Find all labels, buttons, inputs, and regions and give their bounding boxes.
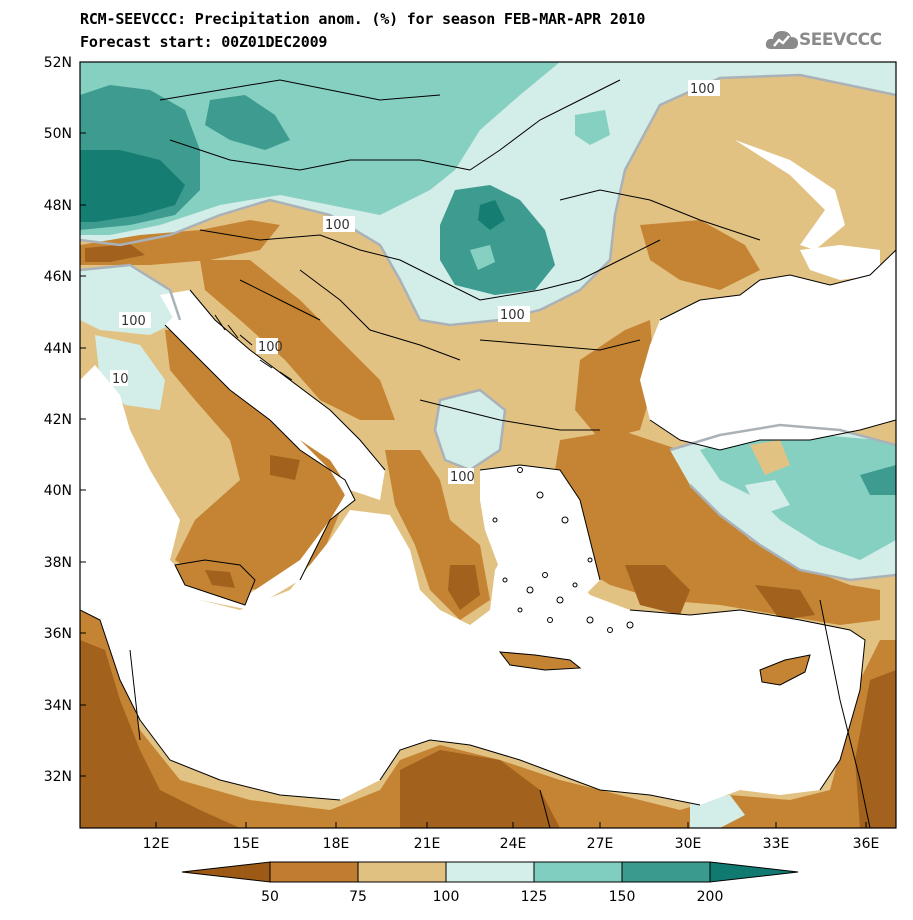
field-dark-brown-alps <box>85 244 145 262</box>
contour-label-box <box>448 468 474 484</box>
lon-label: 36E <box>853 836 880 852</box>
contour-label-100-serbia: 100 <box>500 308 525 323</box>
field-teal-north <box>80 62 560 235</box>
field-darkest-teal-romania <box>478 200 505 230</box>
lat-label: 34N <box>44 698 72 714</box>
forecast-start-subtitle: Forecast start: 00Z01DEC2009 <box>80 33 328 51</box>
contour-label-100-ukraine: 100 <box>690 82 715 97</box>
lon-label: 18E <box>323 836 350 852</box>
contour-label-box <box>256 338 278 354</box>
contour-label-100-italy: 100 <box>121 314 146 329</box>
lat-label: 42N <box>44 412 72 428</box>
field-pale-teal-nw-italy <box>80 265 180 335</box>
contour-label-100-greece: 100 <box>450 470 475 485</box>
field-dark-brown-tunisia <box>80 640 240 828</box>
lat-label: 40N <box>44 483 72 499</box>
contour-label-box <box>498 306 530 322</box>
lat-label: 46N <box>44 269 72 285</box>
lat-label: 38N <box>44 555 72 571</box>
colorbar-segment-50-75 <box>269 861 359 883</box>
contour-labels: 100 100 100 100 100 100 10 <box>110 80 720 485</box>
map-frame <box>79 61 897 829</box>
field-dark-brown-levant <box>855 670 896 828</box>
contour-label-10-liguria: 10 <box>112 372 129 387</box>
sea-azov <box>800 245 880 280</box>
color-bar-labels: 50 75 100 125 150 200 <box>261 889 723 905</box>
lon-label: 27E <box>587 836 614 852</box>
aegean-islands <box>492 467 634 633</box>
cloud-logo-icon <box>765 31 798 49</box>
field-white-ukraine-streak <box>735 140 845 250</box>
lat-label: 44N <box>44 341 72 357</box>
contour-100-lines <box>80 73 896 582</box>
color-bar <box>181 861 799 883</box>
field-dark-teal-anatolia-east <box>860 465 896 495</box>
lat-label: 52N <box>44 55 72 71</box>
field-dark-teal-czech <box>205 95 290 150</box>
sea-aegean <box>480 465 600 610</box>
field-teal-romania-core <box>470 245 495 270</box>
axis-ticks <box>80 61 867 828</box>
lat-label: 50N <box>44 126 72 142</box>
colorbar-label: 150 <box>609 889 636 905</box>
lon-label: 30E <box>675 836 702 852</box>
colorbar-segment-100-125 <box>445 861 535 883</box>
lat-label: 36N <box>44 626 72 642</box>
colorbar-label: 75 <box>349 889 367 905</box>
lon-label: 15E <box>233 836 260 852</box>
field-dark-brown-cyrenaica <box>400 750 560 828</box>
sea-adriatic <box>160 290 385 500</box>
contour-label-100-hungary: 100 <box>325 218 350 233</box>
colorbar-segment-75-100 <box>357 861 447 883</box>
colorbar-segment-125-150 <box>533 861 623 883</box>
latitude-labels: 52N 50N 48N 46N 44N 42N 40N 38N 36N 34N … <box>44 55 72 785</box>
field-brown-dinaric <box>200 260 395 420</box>
colorbar-label: 125 <box>521 889 548 905</box>
colorbar-segment-lt50 <box>181 861 271 883</box>
seevccc-logo: SEEVCCC <box>765 24 905 56</box>
field-dark-teal-romania <box>440 185 555 295</box>
field-brown-moldova <box>640 220 760 290</box>
logo-text: SEEVCCC <box>799 30 882 50</box>
lon-label: 21E <box>414 836 441 852</box>
island-cyprus <box>759 654 811 686</box>
croatian-islands <box>214 314 293 381</box>
contour-label-box <box>119 312 151 328</box>
field-dark-brown-italy <box>270 455 300 480</box>
field-dark-brown-s-turkey <box>755 585 815 620</box>
sea-mediterranean <box>80 510 865 805</box>
map-field <box>80 62 896 828</box>
longitude-labels: 12E 15E 18E 21E 24E 27E 30E 33E 36E <box>143 836 880 852</box>
field-teal-ukraine-patch <box>575 110 610 145</box>
lon-label: 33E <box>763 836 790 852</box>
colorbar-label: 50 <box>261 889 279 905</box>
field-tan-anatolia-core <box>750 440 790 475</box>
map-title: RCM-SEEVCCC: Precipitation anom. (%) for… <box>80 10 646 28</box>
colorbar-segment-gt200 <box>709 861 799 883</box>
contour-label-box <box>323 216 355 232</box>
island-crete <box>498 651 582 671</box>
field-teal-anatolia <box>700 430 896 560</box>
lon-label: 24E <box>500 836 527 852</box>
colorbar-label: 100 <box>433 889 460 905</box>
contour-label-box <box>110 370 128 386</box>
field-dark-brown-sw-turkey <box>625 565 690 615</box>
lon-label: 12E <box>143 836 170 852</box>
field-darkest-teal-west <box>80 150 185 222</box>
contour-label-100-croatia: 100 <box>258 340 283 355</box>
contour-label-box <box>688 80 720 96</box>
lat-label: 48N <box>44 198 72 214</box>
field-pale-teal-macedonia <box>435 390 505 470</box>
field-dark-brown-peloponnese <box>448 565 480 610</box>
coastlines-and-borders <box>80 79 896 828</box>
colorbar-segment-150-200 <box>621 861 711 883</box>
island-sicily-core <box>205 570 235 588</box>
lat-label: 32N <box>44 769 72 785</box>
field-brown-italy <box>165 330 345 590</box>
sea-tyrrhenian-ionian <box>80 310 355 610</box>
field-pale-teal-anatolia-hole <box>745 480 790 515</box>
colorbar-label: 200 <box>697 889 724 905</box>
